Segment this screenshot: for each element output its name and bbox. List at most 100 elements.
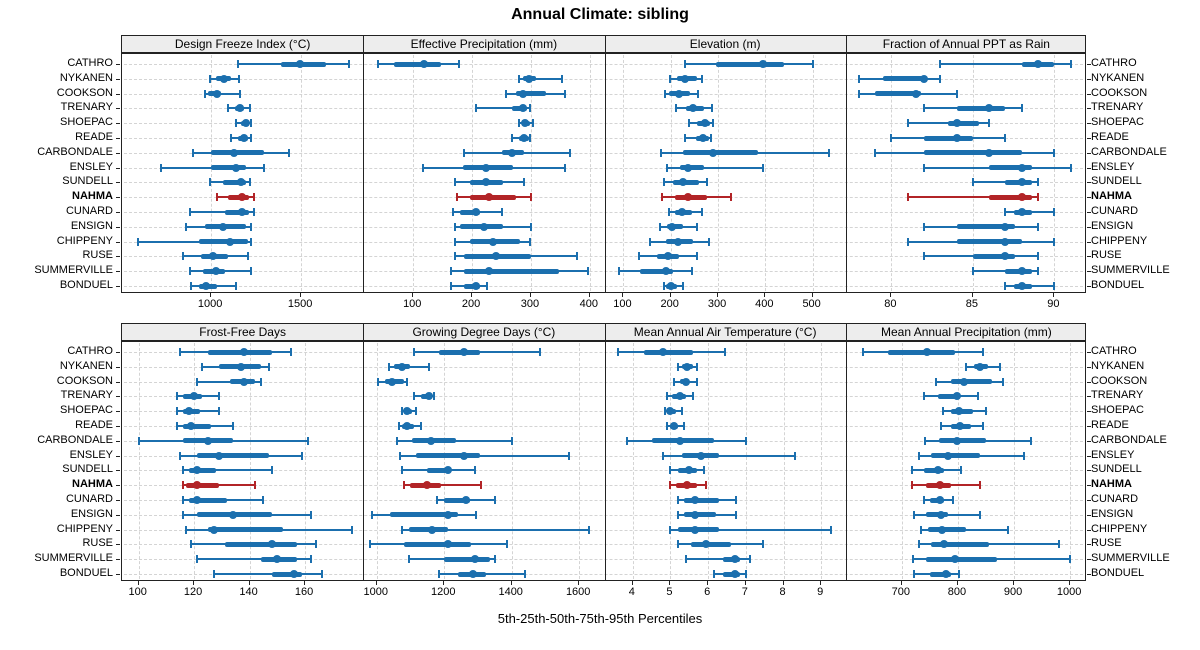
iqr-box: [938, 393, 960, 399]
whisker-cap-right: [419, 422, 422, 430]
station-gridline: [124, 152, 1083, 154]
whisker-cap-right: [1053, 208, 1056, 216]
station-label-right: READE: [1091, 419, 1129, 431]
y-tick-mark-right: [1087, 574, 1091, 575]
whisker-cap-right: [539, 348, 542, 356]
whisker-cap-right: [1037, 252, 1040, 261]
whisker-line: [400, 454, 570, 457]
station-gridline: [124, 271, 1083, 273]
whisker-cap-right: [238, 89, 241, 98]
x-tick-mark: [300, 293, 302, 297]
tick-gridline: [1014, 343, 1016, 579]
whisker-cap-right: [263, 163, 266, 172]
median-dot: [1017, 282, 1026, 290]
panel-plot-row: [116, 53, 1091, 293]
iqr-box: [930, 571, 952, 577]
whisker-cap-right: [528, 237, 531, 246]
whisker-cap-left: [940, 422, 943, 430]
strip-divider: [363, 36, 365, 52]
iqr-box: [951, 379, 992, 385]
y-tick-mark-left: [116, 529, 120, 531]
whisker-line: [940, 63, 1071, 65]
median-dot: [423, 481, 432, 490]
whisker-cap-left: [677, 510, 679, 519]
median-dot: [758, 60, 767, 68]
whisker-cap-left: [159, 163, 162, 172]
tick-gridline: [530, 55, 532, 291]
iqr-box: [393, 61, 441, 67]
median-dot: [730, 555, 739, 564]
whisker-cap-left: [674, 104, 677, 113]
whisker-cap-right: [531, 119, 534, 128]
whisker-cap-right: [493, 555, 496, 564]
whisker-cap-left: [673, 377, 676, 386]
median-dot: [675, 89, 684, 98]
station-label-left: CUNARD: [65, 493, 113, 505]
whisker-line: [519, 77, 563, 80]
station-gridline: [124, 182, 1083, 184]
whisker-line: [189, 211, 255, 213]
tick-gridline: [718, 55, 720, 291]
iqr-box: [923, 135, 973, 141]
whisker-cap-left: [395, 436, 398, 445]
whisker-cap-left: [890, 134, 893, 142]
x-tick-label: 400: [579, 298, 598, 310]
station-label-right: CHIPPENY: [1091, 522, 1148, 535]
median-dot: [201, 282, 210, 290]
whisker-cap-left: [965, 362, 968, 371]
tick-gridline: [305, 343, 307, 579]
whisker-cap-right: [510, 436, 513, 445]
chart-title: Annual Climate: sibling: [511, 6, 689, 23]
station-label-left: READE: [75, 419, 113, 431]
iqr-box: [444, 556, 490, 562]
tick-gridline: [301, 55, 303, 291]
whisker-cap-right: [248, 178, 251, 187]
strip-title: Growing Degree Days (°C): [412, 325, 556, 339]
station-gridline: [124, 426, 1083, 427]
median-dot: [1017, 193, 1026, 202]
iqr-box: [515, 91, 546, 97]
whisker-cap-right: [744, 436, 747, 445]
median-dot: [229, 148, 238, 157]
whisker-cap-left: [663, 89, 666, 98]
median-dot: [484, 267, 493, 276]
whisker-cap-right: [761, 163, 764, 172]
y-tick-mark-left: [116, 64, 120, 65]
axis-row: 100 120 140 160 1000 1200 1400 1600 4 5 6 7 8 9 700 800…: [121, 581, 1086, 601]
median-dot: [919, 74, 928, 83]
median-dot: [944, 451, 953, 460]
median-dot: [675, 392, 684, 401]
whisker-cap-right: [979, 481, 982, 490]
whisker-cap-left: [637, 252, 640, 261]
whisker-cap-right: [706, 178, 709, 187]
whisker-cap-left: [922, 222, 925, 231]
whisker-cap-left: [861, 348, 864, 356]
median-dot: [235, 104, 244, 113]
station-gridline: [124, 286, 1083, 287]
whisker-cap-right: [218, 407, 221, 416]
whisker-cap-right: [1037, 178, 1040, 187]
tick-gridline: [376, 343, 378, 579]
station-label-left: CUNARD: [65, 205, 113, 217]
y-tick-mark-left: [116, 123, 120, 125]
whisker-cap-left: [518, 119, 521, 128]
whisker-cap-right: [701, 74, 704, 83]
whisker-cap-left: [1004, 282, 1007, 290]
whisker-cap-right: [500, 208, 503, 216]
panel-plot-row: [116, 341, 1091, 581]
y-tick-mark-right: [1087, 352, 1091, 353]
median-dot: [942, 570, 951, 578]
whisker-line: [670, 528, 831, 531]
strip-divider: [845, 324, 847, 340]
station-label-right: NAHMA: [1091, 478, 1132, 491]
x-tick-mark: [443, 581, 445, 585]
whisker-cap-left: [666, 163, 669, 172]
whisker-cap-right: [529, 193, 532, 202]
station-label-left: SHOEPAC: [60, 116, 113, 129]
y-tick-mark-right: [1087, 123, 1091, 125]
whisker-cap-left: [669, 525, 672, 534]
whisker-cap-right: [458, 60, 461, 68]
panel-strip: Effective Precipitation (mm): [363, 36, 604, 52]
strip-divider: [604, 324, 606, 340]
panel-divider: [363, 342, 365, 580]
